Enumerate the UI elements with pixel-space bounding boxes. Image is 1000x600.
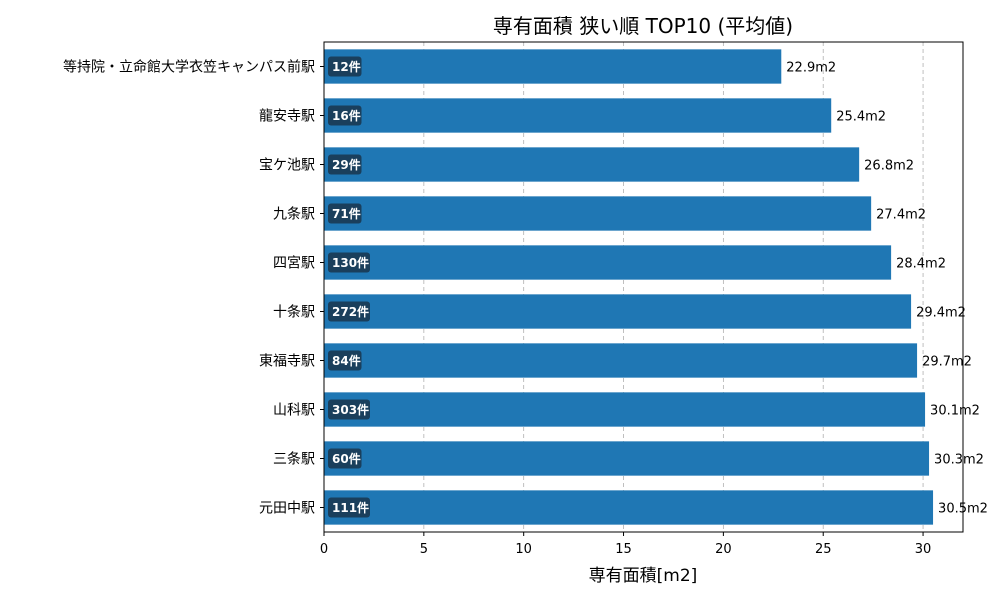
y-tick-label: 宝ケ池駅	[259, 158, 315, 174]
axes-layer: 等持院・立命館大学衣笠キャンパス前駅龍安寺駅宝ケ池駅九条駅四宮駅十条駅東福寺駅山…	[63, 41, 964, 557]
count-badge	[328, 203, 362, 224]
value-label: 28.4m2	[896, 257, 946, 272]
y-tick-label: 九条駅	[273, 206, 315, 223]
bar	[324, 294, 912, 329]
x-tick-label: 15	[615, 542, 632, 557]
count-label: 12件	[332, 59, 361, 74]
count-label: 272件	[332, 304, 369, 319]
bar	[324, 147, 860, 182]
count-label: 29件	[332, 157, 361, 172]
count-badge	[328, 350, 362, 371]
bar	[324, 343, 918, 378]
y-tick-label: 三条駅	[273, 451, 315, 468]
count-label: 84件	[332, 353, 361, 368]
x-tick-label: 5	[420, 542, 428, 557]
y-tick-label: 山科駅	[273, 403, 315, 419]
x-tick-label: 20	[715, 542, 732, 557]
count-badge	[328, 301, 370, 322]
x-tick-label: 10	[515, 542, 532, 557]
bar	[324, 490, 934, 525]
y-tick-label: 東福寺駅	[259, 354, 315, 370]
value-label: 29.4m2	[916, 306, 966, 321]
count-badge	[328, 399, 370, 420]
x-tick-label: 0	[320, 542, 328, 557]
count-badge	[328, 497, 370, 518]
y-tick-label: 十条駅	[273, 304, 315, 321]
count-badge	[328, 154, 362, 175]
count-label: 71件	[332, 206, 361, 221]
count-badge	[328, 56, 362, 77]
value-label: 22.9m2	[786, 61, 836, 76]
count-label: 130件	[332, 255, 369, 270]
x-axis-label: 専有面積[m2]	[589, 566, 698, 586]
x-tick-label: 25	[815, 542, 832, 557]
bar	[324, 98, 832, 133]
y-tick-label: 四宮駅	[273, 256, 315, 272]
count-badge	[328, 105, 362, 126]
count-label: 16件	[332, 108, 361, 123]
bar	[324, 441, 930, 476]
chart-title: 専有面積 狭い順 TOP10 (平均値)	[493, 14, 793, 38]
bar	[324, 196, 872, 231]
y-tick-label: 龍安寺駅	[259, 108, 315, 125]
value-label: 27.4m2	[876, 208, 926, 223]
y-tick-label: 元田中駅	[259, 501, 315, 517]
count-label: 303件	[332, 402, 369, 417]
bar	[324, 49, 782, 84]
bar	[324, 392, 926, 427]
count-badge	[328, 448, 362, 469]
x-tick-label: 30	[915, 542, 932, 557]
bars-layer: 12件 22.9m2 16件 25.4m2 29件 26.8m2 71件 27.4m2 130件…	[324, 49, 988, 525]
value-label: 25.4m2	[836, 110, 886, 125]
bar	[324, 245, 892, 280]
count-badge	[328, 252, 370, 273]
value-label: 29.7m2	[922, 355, 972, 370]
value-label: 30.1m2	[930, 404, 980, 419]
count-label: 60件	[332, 451, 361, 466]
plot-frame	[323, 41, 964, 533]
y-tick-label: 等持院・立命館大学衣笠キャンパス前駅	[63, 59, 315, 76]
count-label: 111件	[332, 500, 369, 515]
value-label: 26.8m2	[864, 159, 914, 174]
value-label: 30.3m2	[934, 453, 984, 468]
